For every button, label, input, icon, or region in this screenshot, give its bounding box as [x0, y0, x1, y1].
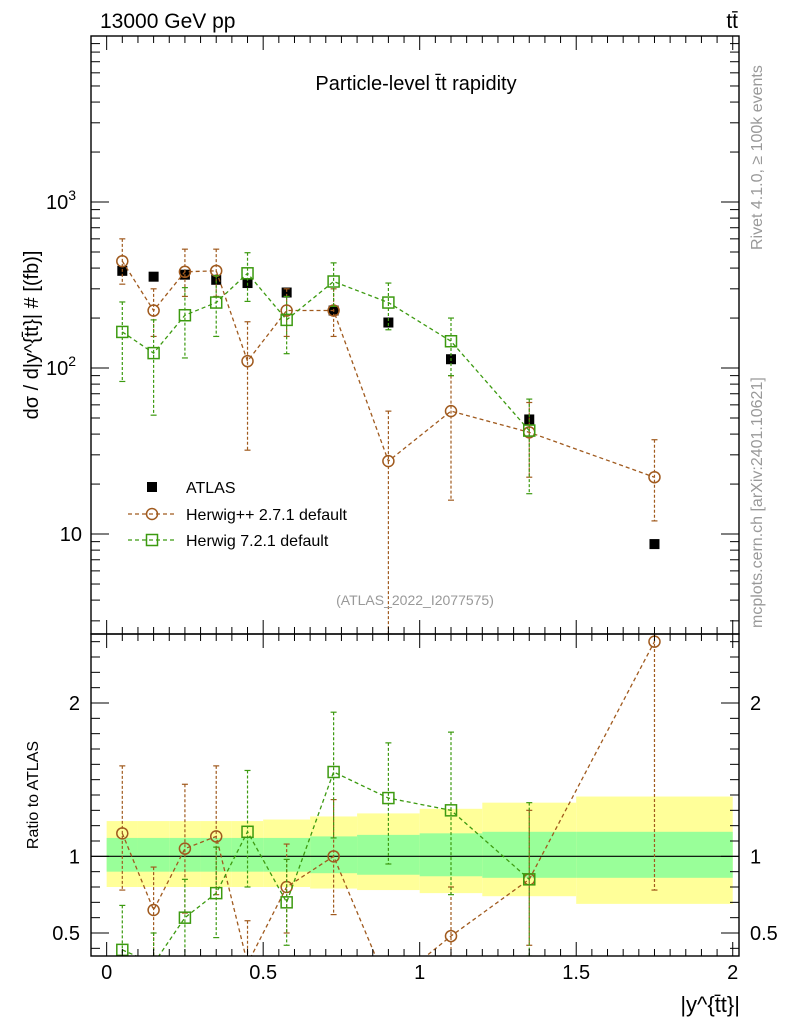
herwigpp-ratio-point [116, 827, 129, 840]
ratio-y-tick-label-right: 2 [750, 693, 761, 715]
x-tick-label: 2 [727, 962, 738, 984]
herwigpp-point [116, 254, 129, 268]
herwigpp-point [178, 265, 192, 279]
herwigpp-ratio-point [147, 903, 160, 917]
herwig7-ratio-point [444, 804, 458, 817]
mcplots-label: mcplots.cern.ch [arXiv:2401.10621] [749, 377, 766, 628]
herwig7-point [241, 267, 254, 280]
x-tick-label: 1.5 [562, 962, 590, 984]
x-tick-label: 0 [101, 962, 112, 984]
ratio-plot-content [91, 634, 739, 992]
ratio-frame [90, 633, 740, 957]
herwig7-series-line [121, 272, 530, 432]
herwig7-point [178, 308, 192, 322]
process-label: tt̄ [726, 10, 738, 33]
main-plot-content [116, 238, 661, 634]
ratio-y-tick-label: 2 [69, 693, 80, 715]
herwigpp-series-line [121, 260, 655, 478]
x-tick-label: 0.5 [249, 962, 277, 984]
x-axis-label: |y^{t̄t}| [680, 992, 740, 1017]
herwig7-ratio-point [209, 886, 223, 900]
rivet-label: Rivet 4.1.0, ≥ 100k events [749, 65, 766, 250]
energy-label: 13000 GeV pp [100, 10, 235, 33]
herwig7-ratio-line [122, 771, 530, 956]
ratio-y-axis-label: Ratio to ATLAS [25, 741, 42, 849]
main-panel: Particle-level t̄t rapidity (ATLAS_2022_… [21, 35, 740, 635]
herwig7-ratio-point [382, 791, 395, 805]
legend-label: Herwig 7.2.1 default [186, 533, 329, 550]
herwig7-ratio-point [280, 896, 293, 909]
herwig7-ratio-point [327, 765, 340, 779]
herwig7-point [444, 334, 458, 348]
herwigpp-ratio-point [209, 830, 223, 843]
herwig7-point [147, 346, 160, 360]
uncertainty-band-inner [137, 837, 170, 872]
herwigpp-point [241, 354, 254, 368]
legend-label: Herwig++ 2.7.1 default [186, 507, 348, 524]
herwigpp-point [648, 470, 661, 484]
x-tick-label: 1 [414, 962, 425, 984]
legend-marker [147, 482, 157, 492]
ratio-y-tick-label-right: 1 [750, 846, 761, 868]
herwig7-ratio-point [148, 958, 159, 969]
herwigpp-ratio-point [327, 850, 340, 863]
legend-label: ATLAS [186, 480, 236, 497]
ratio-axis-ticks [91, 634, 739, 956]
ratio-y-tick-label: 0.5 [52, 923, 80, 945]
herwig7-point [280, 313, 293, 327]
legend: ATLAS Herwig++ 2.7.1 default Herwig 7.2.1 … [128, 480, 348, 550]
herwig7-ratio-point [523, 873, 536, 886]
herwig7-ratio-point [241, 825, 254, 839]
main-y-tick-label: 10 [60, 524, 82, 546]
herwig7-point [382, 296, 395, 309]
herwigpp-point [147, 304, 160, 317]
herwig7-point [209, 296, 223, 309]
herwig7-point [327, 275, 340, 288]
legend-marker [145, 533, 159, 547]
herwigpp-ratio-point [444, 929, 458, 943]
herwig7-point [116, 325, 129, 339]
legend-marker [145, 507, 159, 521]
herwigpp-point [382, 454, 395, 468]
herwig7-ratio-point [178, 911, 192, 924]
main-y-tick-labels: 10 102 103 [46, 187, 82, 546]
main-y-tick-label: 103 [46, 187, 76, 214]
chart-title: Particle-level t̄t rapidity [315, 73, 516, 95]
herwig7-point [523, 424, 536, 437]
herwigpp-point [444, 404, 458, 418]
herwigpp-ratio-point [383, 981, 394, 992]
y-axis-label: dσ / d|y^{t̄t}| # [(fb)] [21, 251, 43, 420]
ratio-panel: Ratio to ATLAS |y^{t̄t}| 0.5 0.5 1 1 2 2 0 0.5 1… [25, 633, 778, 1017]
analysis-watermark: (ATLAS_2022_I2077575) [336, 592, 494, 608]
herwigpp-ratio-point [178, 842, 192, 855]
main-axis-ticks [91, 35, 739, 634]
ratio-y-tick-label: 1 [69, 846, 80, 868]
ratio-tick-labels: 0.5 0.5 1 1 2 2 0 0.5 1 1.5 2 [52, 693, 778, 984]
herwigpp-point [280, 304, 293, 317]
main-y-tick-label: 102 [46, 353, 76, 380]
ratio-y-tick-label-right: 0.5 [750, 923, 778, 945]
